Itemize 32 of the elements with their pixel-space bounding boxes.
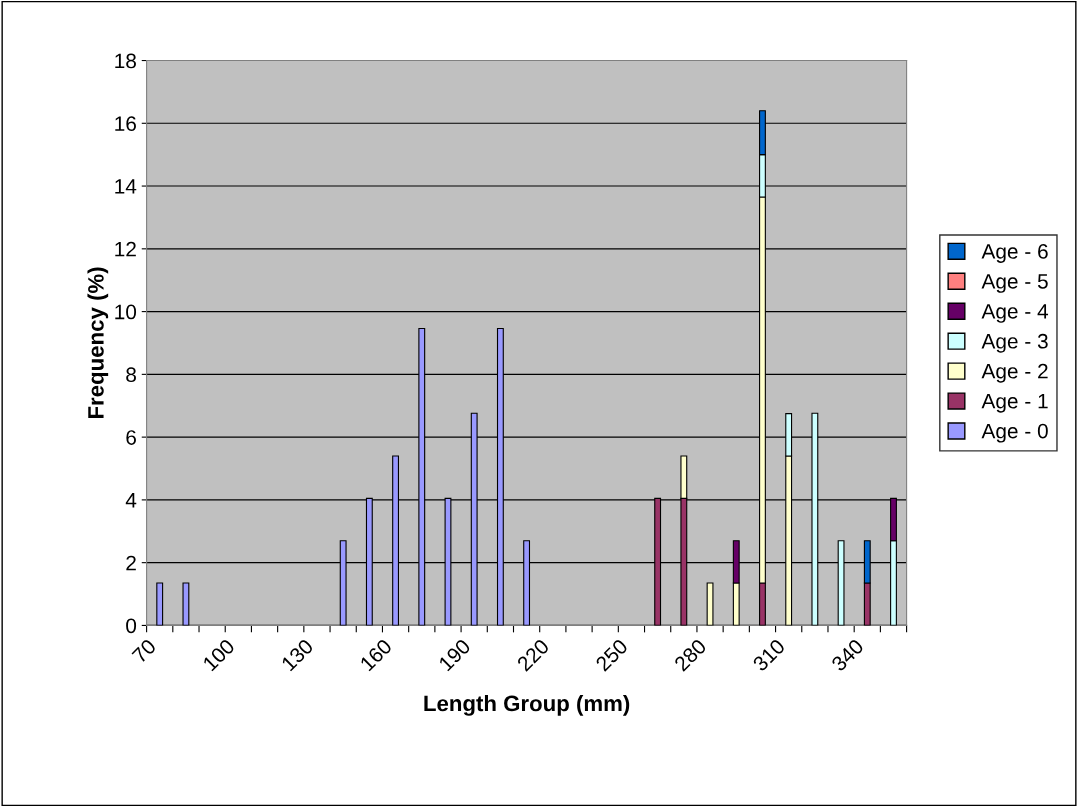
y-tick-label: 0 — [126, 618, 137, 634]
x-tick-label: 310 — [751, 638, 786, 673]
legend-label: Age - 6 — [981, 244, 1048, 263]
bar — [182, 582, 190, 626]
y-axis-title: Frequency (%) — [87, 267, 109, 419]
y-tick-label: 14 — [115, 179, 137, 194]
x-tick-label: 280 — [673, 638, 708, 672]
x-tick-label: 130 — [280, 638, 315, 672]
y-tick-label: 18 — [115, 53, 136, 69]
y-tick-label: 8 — [126, 367, 136, 383]
y-tick-label: 2 — [126, 555, 136, 571]
x-tick-label: 250 — [594, 638, 629, 672]
legend-label: Age - 5 — [981, 274, 1048, 293]
legend-label: Age - 0 — [981, 423, 1048, 443]
y-tick-label: 4 — [125, 493, 137, 508]
bar — [706, 582, 714, 626]
legend-label: Age - 4 — [981, 304, 1049, 323]
x-tick-label: 70 — [131, 638, 157, 664]
x-tick-label: 190 — [438, 638, 472, 672]
y-tick-label: 10 — [115, 304, 137, 320]
x-tick-label: 160 — [359, 638, 393, 672]
x-tick-label: 340 — [830, 638, 865, 673]
legend-label: Age - 1 — [981, 393, 1048, 413]
x-tick-label: 220 — [516, 638, 550, 672]
x-axis-title: Length Group (mm) — [424, 694, 630, 716]
legend-label: Age - 2 — [981, 363, 1048, 383]
y-tick-label: 6 — [126, 430, 136, 445]
legend-label: Age - 3 — [981, 333, 1048, 353]
bar — [156, 582, 164, 626]
y-tick-label: 12 — [115, 241, 136, 257]
y-tick-label: 16 — [115, 116, 136, 132]
x-tick-label: 100 — [202, 638, 236, 672]
